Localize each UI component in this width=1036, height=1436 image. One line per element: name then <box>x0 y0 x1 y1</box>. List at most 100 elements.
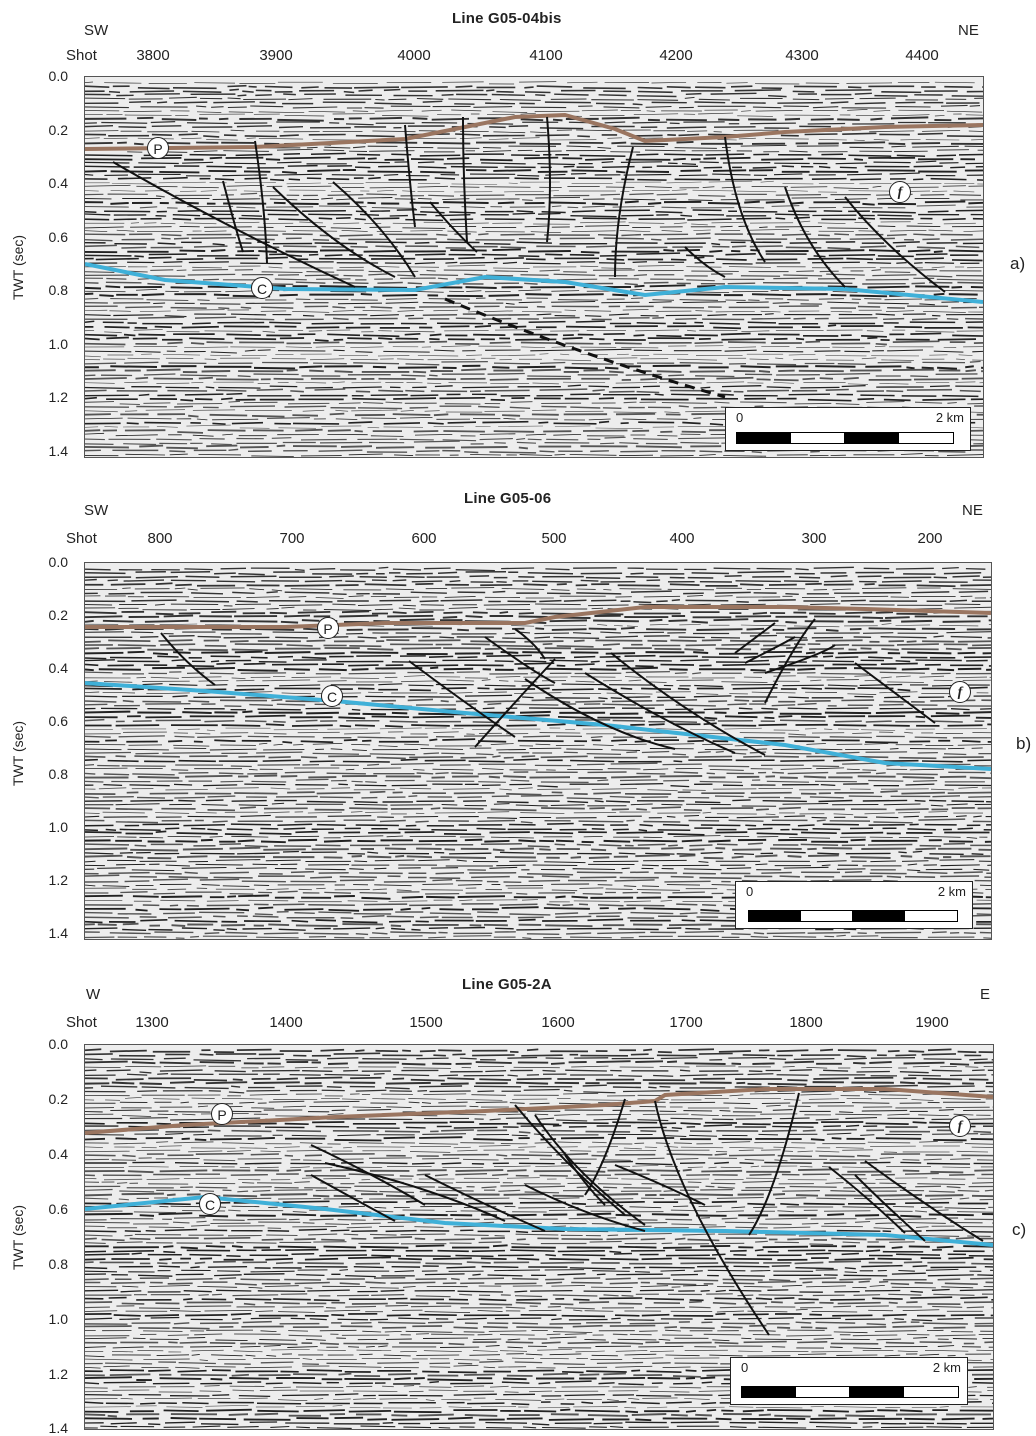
reflection-line <box>85 799 991 804</box>
y-tick: 0.4 <box>48 1146 68 1162</box>
reflection-line <box>85 786 991 792</box>
reflection-line <box>85 1252 993 1258</box>
scale-bar-zero: 0 <box>736 410 744 425</box>
reflection-line <box>85 92 983 98</box>
scale-bar-distance: 2 km <box>937 884 966 899</box>
reflection-line <box>85 357 983 362</box>
reflection-line <box>85 112 983 117</box>
reflection-line <box>85 1136 993 1142</box>
y-tick: 0.4 <box>48 175 68 191</box>
shot-label: Shot <box>66 530 97 547</box>
reflection-line <box>85 874 991 880</box>
y-tick: 1.4 <box>48 1420 68 1436</box>
direction-left: SW <box>84 22 109 39</box>
reflection-line <box>85 863 991 867</box>
reflection-line <box>85 631 991 635</box>
reflection-line <box>85 336 977 342</box>
reflection-line <box>85 731 991 736</box>
reflection-line <box>85 1212 993 1218</box>
shot-tick: 3800 <box>136 47 170 64</box>
scale-bar-zero: 0 <box>746 884 754 899</box>
direction-right: NE <box>958 22 979 39</box>
shot-tick: 200 <box>917 530 943 547</box>
reflection-line <box>85 1272 993 1278</box>
reflection-line <box>85 639 991 643</box>
reflection-line <box>85 329 983 334</box>
reflection-line <box>85 850 991 856</box>
reflection-line <box>85 727 991 732</box>
reflection-line <box>85 316 983 321</box>
reflection-line <box>85 189 975 193</box>
y-tick: 1.2 <box>48 872 68 888</box>
reflection-line <box>85 208 983 214</box>
reflection-line <box>85 838 991 844</box>
reflection-line <box>85 180 983 185</box>
reflection-line <box>85 827 991 832</box>
panel-label: c) <box>1012 1220 1027 1239</box>
c-horizon <box>85 681 991 771</box>
shot-tick: 1800 <box>789 1014 823 1031</box>
reflection-line <box>85 1268 993 1274</box>
panel-title: Line G05-06 <box>464 490 552 507</box>
reflection-line <box>85 212 983 218</box>
reflection-line <box>85 1248 993 1254</box>
reflection-line <box>85 192 982 198</box>
scale-bar-segment <box>795 1386 851 1398</box>
reflection-line <box>85 140 983 146</box>
shot-tick: 800 <box>147 530 173 547</box>
reflection-line <box>85 305 983 310</box>
reflection-line <box>85 1296 993 1302</box>
reflection-line <box>85 650 991 656</box>
reflection-line <box>85 1244 993 1250</box>
reflection-line <box>85 1209 993 1214</box>
direction-left: SW <box>84 502 109 519</box>
f-marker-label: f <box>949 1115 971 1137</box>
reflection-line <box>85 714 991 720</box>
fault-lines <box>310 1092 984 1336</box>
reflection-line <box>85 1108 993 1114</box>
reflection-line <box>85 396 983 402</box>
reflection-line <box>85 1184 993 1189</box>
reflection-line <box>85 297 977 302</box>
reflection-line <box>85 232 973 237</box>
p-horizon <box>85 112 983 151</box>
y-tick: 0.4 <box>48 660 68 676</box>
reflection-line <box>85 1264 993 1270</box>
reflection-line <box>85 1065 993 1069</box>
reflection-line <box>85 1316 993 1322</box>
reflection-line <box>85 392 979 398</box>
reflection-line <box>85 400 983 406</box>
reflection-line <box>85 722 991 728</box>
reflection-line <box>85 702 991 708</box>
scale-bar-segment <box>903 1386 959 1398</box>
reflection-line <box>85 1180 993 1186</box>
reflection-line <box>85 683 990 688</box>
reflection-line <box>85 348 983 354</box>
seismic-section: P C f 0 2 km <box>84 1044 994 1430</box>
reflection-line <box>85 364 983 370</box>
reflection-line <box>85 340 983 346</box>
reflection-line <box>85 160 983 166</box>
shot-tick: 4300 <box>785 47 819 64</box>
direction-right: E <box>980 986 991 1003</box>
reflection-line <box>85 774 991 780</box>
reflection-line <box>85 388 981 394</box>
reflection-line <box>85 1145 993 1150</box>
c-horizon-label: C <box>251 277 273 299</box>
reflection-line <box>85 658 988 664</box>
shot-tick: 600 <box>411 530 437 547</box>
reflection-line <box>85 930 991 936</box>
reflection-line <box>85 172 983 177</box>
reflection-line <box>85 1048 993 1054</box>
reflection-line <box>85 120 983 126</box>
shot-tick: 1900 <box>915 1014 949 1031</box>
reflection-line <box>85 313 983 318</box>
reflection-line <box>85 381 983 385</box>
reflection-line <box>85 1168 993 1174</box>
y-tick: 1.0 <box>48 819 68 835</box>
reflection-line <box>85 372 978 378</box>
reflection-line <box>85 216 983 222</box>
reflection-line <box>85 1312 993 1318</box>
reflection-line <box>85 264 983 270</box>
reflection-line <box>85 156 976 162</box>
